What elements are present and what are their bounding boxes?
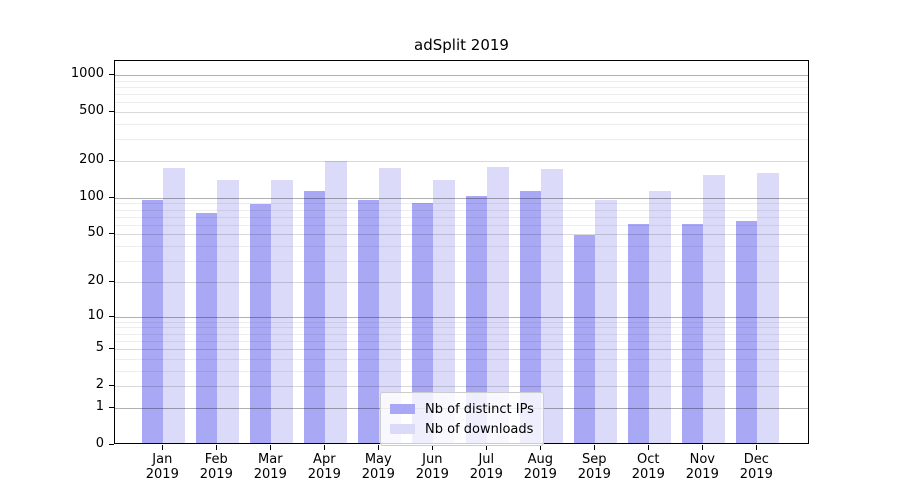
x-tick-label-apr: Apr 2019 xyxy=(307,452,341,482)
legend-item-distinct-ips: Nb of distinct IPs xyxy=(390,399,534,419)
bar-distinct-ips-nov xyxy=(681,223,704,443)
plot-area: Nb of distinct IPs Nb of downloads xyxy=(114,60,809,446)
bar-downloads-nov xyxy=(703,175,725,443)
y-tick-mark-1000 xyxy=(109,74,114,75)
legend-label-distinct-ips: Nb of distinct IPs xyxy=(425,401,534,417)
y-tick-label-5: 5 xyxy=(95,340,104,355)
x-tick-label-oct: Oct 2019 xyxy=(631,452,665,482)
x-tick-label-feb: Feb 2019 xyxy=(199,452,233,482)
bar-downloads-mar xyxy=(271,180,293,443)
x-tick-label-sep: Sep 2019 xyxy=(577,452,611,482)
y-tick-label-1000: 1000 xyxy=(70,66,104,81)
y-tick-label-20: 20 xyxy=(87,272,104,288)
y-tick-label-100: 100 xyxy=(79,188,104,204)
bar-distinct-ips-feb xyxy=(195,212,218,443)
bar-downloads-sep xyxy=(595,199,617,443)
bar-distinct-ips-dec xyxy=(735,221,758,443)
x-tick-mark-may xyxy=(378,445,380,450)
y-tick-mark-1 xyxy=(109,406,114,408)
y-tick-label-1: 1 xyxy=(95,398,104,414)
x-tick-label-nov: Nov 2019 xyxy=(685,452,719,482)
x-tick-label-aug: Aug 2019 xyxy=(523,452,557,482)
y-tick-label-500: 500 xyxy=(79,103,104,118)
bars-layer xyxy=(115,61,808,443)
bar-downloads-oct xyxy=(649,190,671,443)
legend-swatch-downloads xyxy=(390,424,415,434)
x-tick-mark-nov xyxy=(702,445,704,450)
y-tick-mark-20 xyxy=(109,280,114,282)
bar-distinct-ips-may xyxy=(357,200,380,443)
x-tick-label-may: May 2019 xyxy=(361,452,395,482)
bar-downloads-dec xyxy=(757,172,779,443)
y-tick-mark-500 xyxy=(109,111,114,112)
bar-distinct-ips-jan xyxy=(141,199,164,443)
x-tick-label-jan: Jan 2019 xyxy=(145,452,179,482)
y-tick-mark-5 xyxy=(109,348,114,349)
bar-distinct-ips-jul xyxy=(465,196,488,443)
bar-downloads-jun xyxy=(433,179,455,443)
x-tick-label-mar: Mar 2019 xyxy=(253,452,287,482)
x-tick-mark-apr xyxy=(324,445,326,450)
bar-distinct-ips-jun xyxy=(411,202,434,443)
bar-downloads-aug xyxy=(541,169,563,443)
x-tick-mark-sep xyxy=(594,445,596,450)
y-tick-mark-2 xyxy=(109,385,114,387)
bar-distinct-ips-aug xyxy=(519,190,542,443)
y-tick-mark-200 xyxy=(109,159,114,161)
y-tick-label-200: 200 xyxy=(79,151,104,167)
x-tick-mark-dec xyxy=(756,445,758,450)
x-tick-label-jul: Jul 2019 xyxy=(469,452,503,482)
legend-swatch-distinct-ips xyxy=(390,404,415,414)
x-tick-mark-jun xyxy=(432,445,434,450)
bar-distinct-ips-mar xyxy=(249,203,272,443)
x-tick-mark-feb xyxy=(216,445,218,450)
chart-title: adSplit 2019 xyxy=(414,36,509,54)
x-tick-mark-aug xyxy=(540,445,542,450)
legend-label-downloads: Nb of downloads xyxy=(425,421,534,437)
y-tick-label-50: 50 xyxy=(87,225,104,241)
x-tick-mark-jan xyxy=(162,445,164,450)
bar-downloads-apr xyxy=(325,160,347,443)
y-tick-label-2: 2 xyxy=(95,377,104,393)
y-tick-mark-100 xyxy=(109,196,114,198)
x-tick-label-jun: Jun 2019 xyxy=(415,452,449,482)
legend-item-downloads: Nb of downloads xyxy=(390,419,534,439)
bar-downloads-jul xyxy=(487,167,509,443)
x-tick-label-dec: Dec 2019 xyxy=(739,452,773,482)
legend: Nb of distinct IPs Nb of downloads xyxy=(380,392,544,446)
y-tick-mark-10 xyxy=(109,315,114,317)
x-tick-mark-jul xyxy=(486,445,488,450)
bar-distinct-ips-sep xyxy=(573,234,596,443)
y-tick-label-10: 10 xyxy=(87,307,104,323)
x-tick-mark-mar xyxy=(270,445,272,450)
bar-downloads-feb xyxy=(217,179,239,443)
y-tick-label-0: 0 xyxy=(95,436,104,451)
bar-distinct-ips-apr xyxy=(303,191,326,443)
x-tick-mark-oct xyxy=(648,445,650,450)
y-tick-mark-0 xyxy=(109,444,114,445)
y-tick-mark-50 xyxy=(109,233,114,235)
bar-distinct-ips-oct xyxy=(627,223,650,443)
bar-downloads-may xyxy=(379,167,401,443)
bar-downloads-jan xyxy=(163,167,185,443)
